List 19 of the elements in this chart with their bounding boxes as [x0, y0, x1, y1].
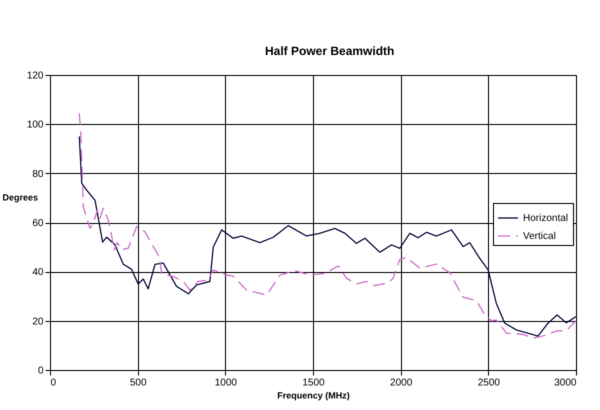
chart-title: Half Power Beamwidth [265, 44, 394, 58]
y-tick-label: 0 [38, 366, 44, 376]
y-tick-label: 120 [26, 70, 44, 82]
x-tick-label: 3000 [554, 378, 577, 388]
legend-label: Vertical [523, 231, 556, 242]
y-tick-label: 20 [32, 316, 44, 328]
x-tick-label: 0 [50, 378, 56, 388]
y-tick-label: 80 [32, 168, 44, 180]
y-tick-label: 100 [26, 120, 44, 131]
y-axis-title: Degrees [2, 192, 38, 202]
y-tick-label: 40 [32, 267, 44, 278]
x-tick-label: 2500 [478, 378, 500, 388]
y-tick-label: 60 [32, 218, 44, 229]
x-tick-label: 2000 [390, 378, 413, 388]
x-axis-title: Frequency (MHz) [277, 390, 350, 400]
x-tick-label: 1000 [214, 378, 238, 388]
x-tick-label: 1500 [302, 378, 326, 388]
x-tick-label: 500 [130, 378, 147, 388]
legend-label: Horizontal [523, 213, 568, 224]
